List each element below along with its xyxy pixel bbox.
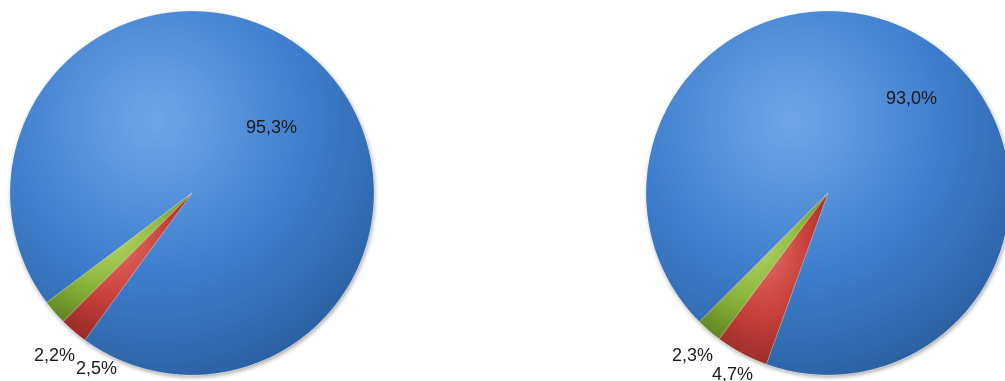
- pie-right-slice-green: [698, 192, 829, 340]
- pie-right-label-red: 4,7%: [712, 364, 753, 381]
- pie-right-label-blue: 93,0%: [886, 88, 937, 108]
- pie-right-slice-blue: [645, 10, 1005, 376]
- pie-left-slice-green: [46, 192, 193, 322]
- pie-chart-right: [645, 10, 1005, 376]
- pie-left-label-blue: 95,3%: [246, 117, 297, 137]
- pie-left-label-red: 2,5%: [76, 358, 117, 378]
- pie-left-label-green: 2,2%: [34, 345, 75, 365]
- pie-right-label-green: 2,3%: [672, 345, 713, 365]
- pie-chart-left: [9, 10, 375, 376]
